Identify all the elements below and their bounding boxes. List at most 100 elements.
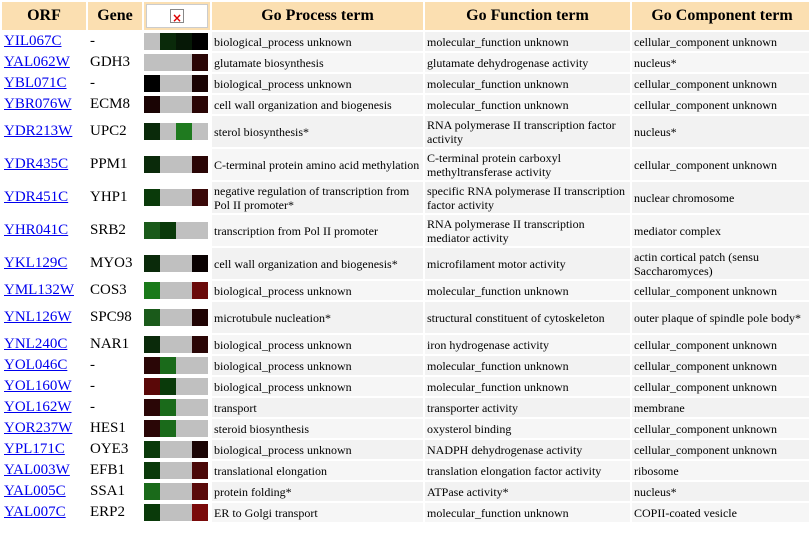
- expression-bar: [144, 441, 208, 458]
- gene-header: Gene: [88, 2, 142, 30]
- component-cell: cellular_component unknown: [632, 95, 809, 114]
- expression-header: [144, 2, 210, 30]
- orf-link[interactable]: YML132W: [4, 282, 74, 298]
- function-cell: transporter activity: [425, 398, 630, 417]
- gene-cell: OYE3: [88, 440, 142, 459]
- orf-link[interactable]: YOL162W: [4, 399, 72, 415]
- orf-cell: YBL071C: [2, 74, 86, 93]
- expression-block: [192, 336, 208, 353]
- process-cell: glutamate biosynthesis: [212, 53, 423, 72]
- gene-cell: UPC2: [88, 116, 142, 147]
- orf-link[interactable]: YOR237W: [4, 420, 73, 436]
- expression-block: [144, 255, 160, 272]
- component-cell: nucleus*: [632, 116, 809, 147]
- orf-link[interactable]: YBR076W: [4, 96, 72, 112]
- table-row: YBL071C - biological_process unknown molecu…: [2, 74, 809, 93]
- expression-block: [144, 441, 160, 458]
- orf-link[interactable]: YAL062W: [4, 54, 70, 70]
- expression-cell: [144, 356, 210, 375]
- expression-block: [160, 282, 176, 299]
- process-cell: cell wall organization and biogenesis*: [212, 248, 423, 279]
- expression-block: [176, 504, 192, 521]
- expression-bar: [144, 357, 208, 374]
- expression-cell: [144, 503, 210, 522]
- orf-link[interactable]: YDR213W: [4, 123, 73, 139]
- process-cell: sterol biosynthesis*: [212, 116, 423, 147]
- component-cell: cellular_component unknown: [632, 356, 809, 375]
- expression-block: [144, 222, 160, 239]
- table-row: YAL005C SSA1 protein folding* ATPase activi…: [2, 482, 809, 501]
- component-cell: membrane: [632, 398, 809, 417]
- orf-cell: YDR435C: [2, 149, 86, 180]
- expression-bar: [144, 336, 208, 353]
- table-row: YHR041C SRB2 transcription from Pol II pro…: [2, 215, 809, 246]
- process-cell: negative regulation of transcription fro…: [212, 182, 423, 213]
- expression-block: [160, 336, 176, 353]
- expression-block: [192, 54, 208, 71]
- component-cell: cellular_component unknown: [632, 440, 809, 459]
- table-row: YDR451C YHP1 negative regulation of transc…: [2, 182, 809, 213]
- orf-link[interactable]: YKL129C: [4, 255, 68, 271]
- orf-header: ORF: [2, 2, 86, 30]
- orf-cell: YHR041C: [2, 215, 86, 246]
- orf-link[interactable]: YHR041C: [4, 222, 69, 238]
- expression-bar: [144, 33, 208, 50]
- function-cell: RNA polymerase II transcription mediator…: [425, 215, 630, 246]
- expression-block: [160, 483, 176, 500]
- orf-cell: YOL160W: [2, 377, 86, 396]
- orf-link[interactable]: YPL171C: [4, 441, 65, 457]
- expression-block: [176, 441, 192, 458]
- table-row: YDR213W UPC2 sterol biosynthesis* RNA polym…: [2, 116, 809, 147]
- orf-link[interactable]: YAL005C: [4, 483, 66, 499]
- orf-cell: YIL067C: [2, 32, 86, 51]
- expression-bar: [144, 282, 208, 299]
- orf-link[interactable]: YOL160W: [4, 378, 72, 394]
- component-cell: cellular_component unknown: [632, 149, 809, 180]
- expression-block: [176, 309, 192, 326]
- expression-bar: [144, 378, 208, 395]
- orf-cell: YDR451C: [2, 182, 86, 213]
- orf-link[interactable]: YOL046C: [4, 357, 68, 373]
- expression-block: [160, 441, 176, 458]
- orf-link[interactable]: YAL007C: [4, 504, 66, 520]
- expression-block: [160, 504, 176, 521]
- expression-block: [160, 255, 176, 272]
- orf-cell: YKL129C: [2, 248, 86, 279]
- expression-bar: [144, 462, 208, 479]
- expression-block: [192, 282, 208, 299]
- table-body: YIL067C - biological_process unknown molecu…: [2, 32, 809, 522]
- function-cell: RNA polymerase II transcription factor a…: [425, 116, 630, 147]
- orf-link[interactable]: YDR435C: [4, 156, 69, 172]
- expression-block: [192, 504, 208, 521]
- expression-block: [160, 357, 176, 374]
- expression-block: [176, 357, 192, 374]
- expression-block: [192, 222, 208, 239]
- expression-block: [160, 54, 176, 71]
- expression-bar: [144, 420, 208, 437]
- expression-block: [160, 462, 176, 479]
- component-header: Go Component term: [632, 2, 809, 30]
- expression-block: [192, 156, 208, 173]
- expression-block: [144, 156, 160, 173]
- expression-cell: [144, 335, 210, 354]
- orf-link[interactable]: YNL126W: [4, 309, 72, 325]
- expression-bar: [144, 222, 208, 239]
- function-cell: molecular_function unknown: [425, 74, 630, 93]
- component-cell: cellular_component unknown: [632, 281, 809, 300]
- orf-link[interactable]: YDR451C: [4, 189, 69, 205]
- expression-block: [144, 336, 160, 353]
- orf-cell: YOL162W: [2, 398, 86, 417]
- expression-block: [144, 357, 160, 374]
- orf-link[interactable]: YIL067C: [4, 33, 62, 49]
- gene-cell: PPM1: [88, 149, 142, 180]
- expression-block: [144, 399, 160, 416]
- orf-cell: YAL062W: [2, 53, 86, 72]
- expression-cell: [144, 182, 210, 213]
- orf-link[interactable]: YBL071C: [4, 75, 67, 91]
- orf-link[interactable]: YAL003W: [4, 462, 70, 478]
- orf-link[interactable]: YNL240C: [4, 336, 68, 352]
- orf-cell: YBR076W: [2, 95, 86, 114]
- table-row: YOL162W - transport transporter activity mem…: [2, 398, 809, 417]
- table-row: YNL240C NAR1 biological_process unknown iro…: [2, 335, 809, 354]
- function-cell: molecular_function unknown: [425, 356, 630, 375]
